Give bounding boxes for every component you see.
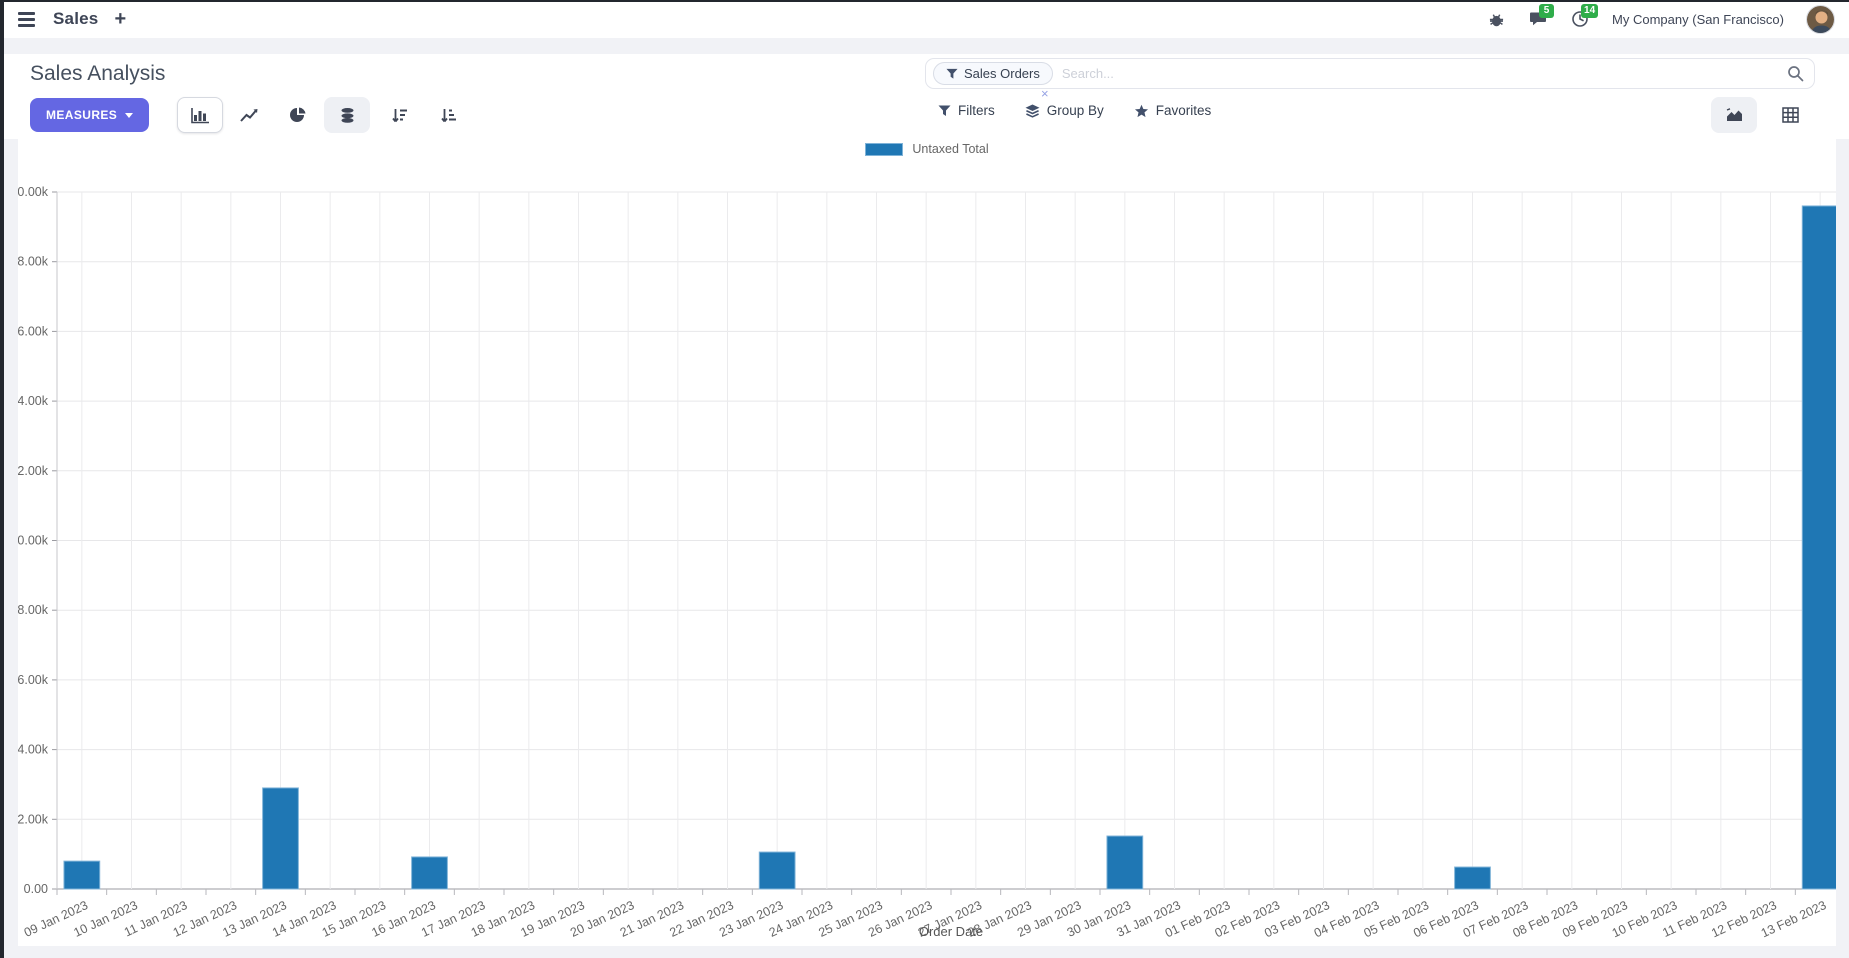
page-title: Sales Analysis [30,62,166,85]
bar-13 Jan 2023[interactable] [262,787,299,890]
pivot-table-icon [1781,107,1799,123]
y-tick-label: 12.00k [18,464,49,478]
company-switcher[interactable]: My Company (San Francisco) [1612,11,1784,27]
group-by-label: Group By [1046,103,1104,118]
area-chart-icon [1726,108,1742,121]
pie-chart-icon [290,107,306,122]
sales-analysis-bar-chart: 0.00 2.00k 4.00k 6.00k 8.00k 10.00k 12.00k 14.0… [18,185,1836,940]
apps-menu-icon[interactable] [16,10,37,29]
y-tick-label: 16.00k [18,324,49,338]
search-input[interactable] [1061,66,1787,81]
new-tab-button[interactable]: + [114,8,127,30]
x-axis-title: Order Date [919,924,983,939]
y-tick-label: 18.00k [18,255,49,269]
database-stack-icon [341,107,354,123]
stacked-button[interactable] [324,97,371,133]
y-tick-label: 14.00k [18,394,49,408]
y-tick-label: 0.00 [24,882,48,896]
bar-16 Jan 2023[interactable] [411,856,448,890]
line-chart-icon [239,109,258,122]
chart-legend[interactable]: Untaxed Total [18,142,1836,156]
bar-06 Feb 2023[interactable] [1454,866,1491,890]
messages-icon[interactable]: 5 [1528,4,1555,29]
filter-icon [938,105,951,116]
y-tick-label: 2.00k [18,812,49,826]
legend-swatch [865,142,904,156]
debug-bug-icon[interactable] [1486,9,1506,29]
y-tick-label: 6.00k [18,673,49,687]
app-name[interactable]: Sales [53,9,99,28]
window-edge-top [0,0,1849,2]
filters-label: Filters [958,103,995,118]
chart-axes [52,191,1796,895]
bar-13 Feb 2023[interactable] [1801,205,1836,890]
line-chart-button[interactable] [226,97,272,133]
chart-gridlines [57,191,1836,890]
favorites-label: Favorites [1155,103,1212,118]
facet-remove-icon[interactable]: × [1041,86,1049,101]
chevron-down-icon [125,112,134,118]
sort-descending-button[interactable] [376,97,422,133]
legend-label: Untaxed Total [912,142,989,156]
control-panel: Sales Analysis Sales Orders × MEASURES [0,54,1849,139]
y-tick-label: 8.00k [18,603,49,617]
sort-ascending-icon [441,108,456,122]
y-tick-label: 4.00k [18,743,49,757]
y-tick-label: 10.00k [18,534,49,548]
activities-clock-icon[interactable]: 14 [1570,4,1599,29]
chart-area: Untaxed Total 0.00 2.00k 4.00k 6.00k 8.00k 10… [18,139,1836,946]
search-icon[interactable] [1787,65,1804,82]
activities-badge: 14 [1581,4,1599,18]
messages-badge: 5 [1539,4,1555,18]
measures-button[interactable]: MEASURES [30,98,150,132]
bar-chart-button[interactable] [177,97,224,133]
pie-chart-button[interactable] [275,97,321,133]
pivot-view-button[interactable] [1767,97,1813,133]
bar-23 Jan 2023[interactable] [758,851,796,890]
sort-ascending-button[interactable] [425,97,471,133]
top-navbar: Sales + 5 14 My Company (San Francisco) [0,0,1849,38]
graph-view-button[interactable] [1711,97,1757,133]
star-icon [1134,104,1148,117]
search-bar[interactable]: Sales Orders [925,58,1815,89]
facet-label: Sales Orders [964,66,1040,81]
search-facet-sales-orders[interactable]: Sales Orders [933,62,1053,85]
bar-09 Jan 2023[interactable] [63,860,101,890]
sort-descending-icon [392,108,407,122]
window-edge-left [0,0,4,958]
chart-bars [63,205,1836,890]
group-by-dropdown[interactable]: Group By [1025,103,1104,118]
user-avatar[interactable] [1806,4,1835,34]
filter-icon [946,68,958,79]
bar-30 Jan 2023[interactable] [1106,835,1144,890]
y-tick-label: 20.00k [18,185,49,199]
filters-dropdown[interactable]: Filters [938,103,995,118]
bar-chart-icon [190,107,209,123]
layers-icon [1025,103,1040,118]
favorites-dropdown[interactable]: Favorites [1134,103,1212,118]
